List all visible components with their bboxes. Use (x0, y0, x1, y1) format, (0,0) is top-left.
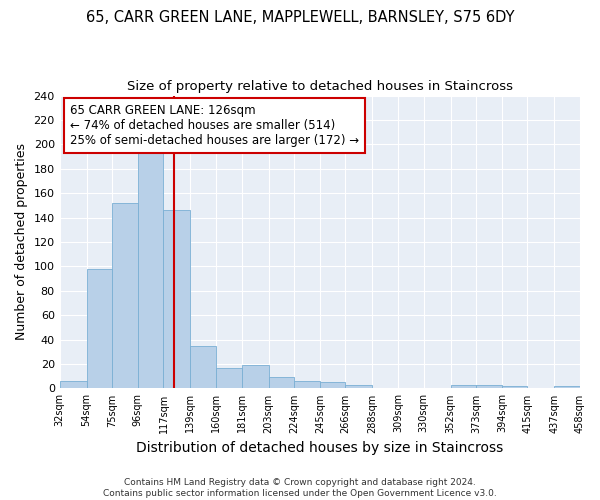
Bar (138, 144, 163, 388)
Bar (59, 381, 86, 388)
Text: 65, CARR GREEN LANE, MAPPLEWELL, BARNSLEY, S75 6DY: 65, CARR GREEN LANE, MAPPLEWELL, BARNSLE… (86, 10, 514, 25)
Bar (502, 386, 527, 388)
Title: Size of property relative to detached houses in Staincross: Size of property relative to detached ho… (127, 80, 513, 93)
Bar (163, 210, 190, 388)
Bar (86, 269, 112, 388)
Bar (190, 346, 216, 389)
Y-axis label: Number of detached properties: Number of detached properties (15, 144, 28, 340)
Text: 65 CARR GREEN LANE: 126sqm
← 74% of detached houses are smaller (514)
25% of sem: 65 CARR GREEN LANE: 126sqm ← 74% of deta… (70, 104, 359, 148)
Bar (320, 382, 346, 388)
Bar (476, 385, 502, 388)
Bar (294, 381, 320, 388)
Bar (554, 386, 580, 388)
Bar (216, 368, 242, 388)
X-axis label: Distribution of detached houses by size in Staincross: Distribution of detached houses by size … (136, 441, 503, 455)
Bar (346, 385, 373, 388)
Text: Contains HM Land Registry data © Crown copyright and database right 2024.
Contai: Contains HM Land Registry data © Crown c… (103, 478, 497, 498)
Bar (451, 385, 476, 388)
Bar (242, 365, 269, 388)
Bar (112, 203, 138, 388)
Bar (269, 378, 294, 388)
